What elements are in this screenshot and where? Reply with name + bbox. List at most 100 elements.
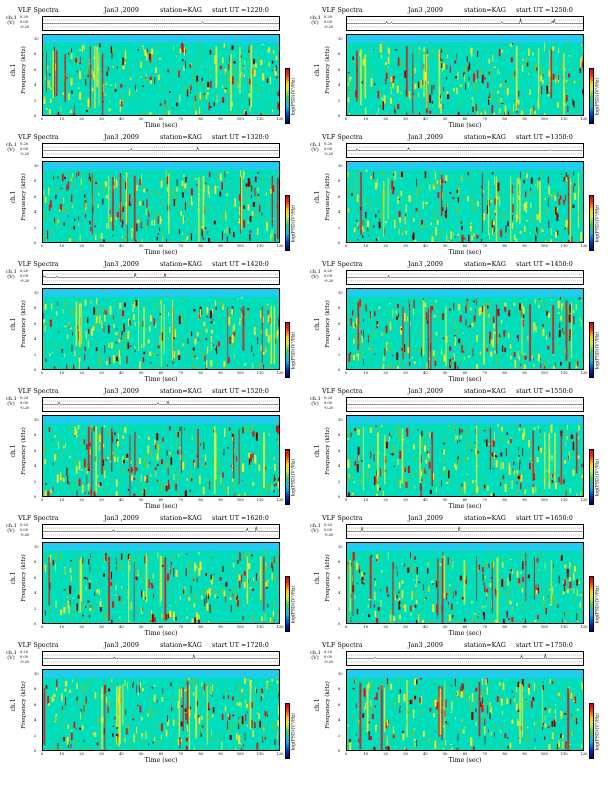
x-tick: 110 — [256, 244, 264, 248]
x-tick: 70 — [178, 498, 184, 502]
x-tick: 70 — [178, 752, 184, 756]
panel-title: VLF Spectra — [322, 641, 363, 649]
y-tick: 6 — [34, 67, 37, 72]
y-tick: 0 — [34, 749, 37, 753]
colorbar-label: log(PSD)(V²/Hz) — [595, 77, 601, 116]
start-prefix: start UT = — [212, 641, 247, 649]
timeseries-ticks: 0.20 0.00 -0.20 — [20, 269, 42, 283]
y-tick: 10 — [338, 290, 343, 295]
y-tick: 2 — [338, 733, 341, 738]
x-tick: 50 — [138, 244, 144, 248]
x-tick: 80 — [198, 117, 203, 121]
x-tick: 50 — [442, 498, 448, 502]
panel-date: Jan3 ,2009 — [104, 260, 139, 268]
x-tick: 70 — [178, 625, 184, 629]
y-tick: 10 — [338, 417, 343, 422]
panel-date: Jan3 ,2009 — [408, 133, 443, 141]
panel-date: Jan3 ,2009 — [104, 641, 139, 649]
panel-start-time: start UT =1450:0 — [516, 260, 573, 268]
ts-tick: 0.00 — [20, 400, 29, 405]
x-tick: 120 — [580, 371, 588, 375]
y-tick: 4 — [34, 464, 37, 468]
y-tick: 2 — [338, 225, 341, 230]
panel-station: station=KAG — [160, 387, 202, 395]
timeseries-ticks: 0.20 0.00 -0.20 — [20, 142, 42, 156]
start-prefix: start UT = — [212, 6, 247, 14]
panel-header: VLF Spectra Jan3 ,2009 station=KAG start… — [322, 260, 590, 269]
x-tick: 50 — [442, 244, 448, 248]
timeseries-axis-label: ch.1 (V) — [6, 396, 17, 407]
spectrogram-panel: VLF Spectra Jan3 ,2009 station=KAG start… — [310, 512, 601, 637]
ts-tick: 0.00 — [20, 273, 29, 278]
x-tick: 0 — [344, 498, 348, 502]
y-tick: 8 — [338, 433, 341, 437]
x-tick: 60 — [158, 625, 164, 629]
y-tick: 2 — [338, 606, 341, 611]
x-tick: 0 — [344, 244, 348, 248]
x-tick: 0 — [40, 117, 44, 121]
y-tick: 6 — [338, 67, 341, 72]
ts-tick: 0.20 — [20, 269, 29, 273]
x-tick: 40 — [423, 244, 428, 248]
panel-start-time: start UT =1650:0 — [516, 514, 573, 522]
panel-header: VLF Spectra Jan3 ,2009 station=KAG start… — [322, 6, 590, 15]
y-tick: 10 — [338, 544, 343, 549]
x-tick: 50 — [138, 498, 144, 502]
y-tick: 0 — [338, 114, 341, 118]
x-tick: 60 — [158, 752, 164, 756]
ts-tick: -0.20 — [20, 405, 30, 410]
spectrogram-plot — [42, 669, 280, 751]
spectrogram-plot — [42, 542, 280, 624]
x-tick: 60 — [462, 752, 468, 756]
panel-date: Jan3 ,2009 — [104, 133, 139, 141]
panel-start-time: start UT =1320:0 — [212, 133, 269, 141]
y-axis-label-frequency: Frequency (kHz) — [325, 173, 331, 221]
x-tick: 20 — [383, 117, 388, 121]
x-tick: 60 — [158, 117, 164, 121]
y-tick: 0 — [338, 622, 341, 626]
start-prefix: start UT = — [516, 6, 551, 14]
ts-tick: 0.20 — [20, 15, 29, 19]
ts-tick: 0.00 — [324, 146, 333, 151]
y-axis-label-channel: ch.1 — [10, 698, 17, 712]
panel-title: VLF Spectra — [322, 387, 363, 395]
x-tick: 40 — [423, 117, 428, 121]
colorbar-label: log(PSD)(V²/Hz) — [291, 204, 297, 243]
x-tick: 30 — [403, 498, 408, 502]
y-tick: 0 — [34, 495, 37, 499]
panel-header: VLF Spectra Jan3 ,2009 station=KAG start… — [322, 133, 590, 142]
x-tick: 80 — [502, 371, 507, 375]
panel-title: VLF Spectra — [18, 6, 59, 14]
y-tick: 8 — [338, 306, 341, 310]
timeseries-plot — [346, 16, 584, 31]
ts-tick: -0.20 — [324, 278, 334, 283]
x-tick: 100 — [236, 244, 244, 248]
x-tick: 120 — [276, 498, 284, 502]
x-tick: 50 — [442, 752, 448, 756]
colorbar-label: log(PSD)(V²/Hz) — [291, 585, 297, 624]
ts-tick: -0.20 — [324, 532, 334, 537]
start-value: 1320:0 — [246, 133, 269, 141]
y-tick: 10 — [34, 544, 39, 549]
panel-station: station=KAG — [464, 133, 506, 141]
x-tick: 20 — [383, 752, 388, 756]
x-tick: 110 — [560, 752, 568, 756]
ts-tick: 0.00 — [324, 19, 333, 24]
panel-header: VLF Spectra Jan3 ,2009 station=KAG start… — [322, 514, 590, 523]
y-tick: 10 — [338, 36, 343, 41]
y-axis-label-frequency: Frequency (kHz) — [325, 300, 331, 348]
ts-tick: 0.00 — [20, 527, 29, 532]
x-tick: 10 — [59, 625, 65, 629]
x-tick: 20 — [79, 371, 84, 375]
start-prefix: start UT = — [212, 514, 247, 522]
x-tick: 90 — [218, 625, 223, 629]
x-axis-label: Time (sec) — [144, 122, 178, 129]
y-tick: 0 — [338, 241, 341, 245]
x-tick: 10 — [59, 498, 65, 502]
ts-tick: 0.20 — [324, 142, 333, 146]
y-axis-label-frequency: Frequency (kHz) — [21, 554, 27, 602]
timeseries-ticks: 0.20 0.00 -0.20 — [324, 650, 346, 664]
x-tick: 80 — [502, 498, 507, 502]
x-tick: 120 — [276, 371, 284, 375]
